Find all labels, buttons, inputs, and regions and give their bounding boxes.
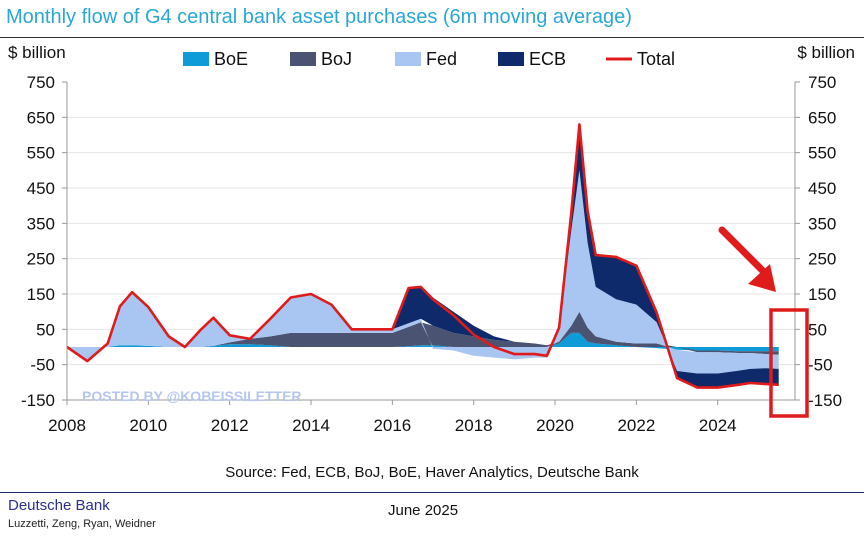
y-tick-label-left: 550	[27, 144, 55, 163]
y-tick-label-right: 50	[808, 320, 827, 339]
chart-axes: 750 750 650 650 550 550 450 450 350 350 250 250 150 1…	[21, 73, 842, 435]
authors-label: Luzzetti, Zeng, Ryan, Weidner	[8, 518, 156, 530]
brand-label: Deutsche Bank	[8, 497, 110, 514]
chart-legend: BoE BoJ Fed ECB Total	[183, 49, 675, 69]
title-divider	[0, 37, 864, 38]
y-tick-label-right: 750	[808, 73, 836, 92]
legend-label-boe: BoE	[214, 49, 248, 69]
chart-title: Monthly flow of G4 central bank asset pu…	[6, 6, 632, 28]
y-tick-label-right: -50	[808, 356, 833, 375]
chart-areas	[67, 124, 779, 388]
y-axis-title-left: $ billion	[8, 43, 66, 62]
highlight-annotation	[718, 226, 809, 418]
x-tick-label: 2010	[129, 416, 167, 435]
chart: BoE BoJ Fed ECB Total $ billion $ billion 75…	[8, 43, 855, 435]
x-tick-label: 2014	[292, 416, 330, 435]
highlight-box	[769, 308, 809, 418]
legend-swatch-ecb	[498, 52, 524, 66]
y-axis-title-right: $ billion	[797, 43, 855, 62]
area-fed	[67, 170, 779, 374]
area-boj	[67, 311, 779, 355]
y-tick-label-right: -150	[808, 391, 842, 410]
arrow-head	[748, 264, 776, 292]
legend-swatch-boe	[183, 52, 209, 66]
line-total	[66, 123, 779, 389]
y-tick-label-left: 350	[27, 214, 55, 233]
chart-lines	[66, 123, 779, 389]
arrow-shaft	[718, 226, 766, 274]
legend-label-fed: Fed	[426, 49, 457, 69]
legend-label-total: Total	[637, 49, 675, 69]
x-tick-label: 2018	[455, 416, 493, 435]
y-tick-label-left: -50	[30, 356, 55, 375]
legend-swatch-fed	[395, 52, 421, 66]
publication-date: June 2025	[388, 502, 459, 519]
y-tick-label-right: 450	[808, 179, 836, 198]
legend-swatch-boj	[290, 52, 316, 66]
y-tick-label-right: 350	[808, 214, 836, 233]
source-note: Source: Fed, ECB, BoJ, BoE, Haver Analyt…	[225, 464, 639, 481]
y-tick-label-right: 650	[808, 108, 836, 127]
y-tick-label-left: 250	[27, 250, 55, 269]
x-tick-label: 2022	[617, 416, 655, 435]
legend-label-boj: BoJ	[321, 49, 352, 69]
y-tick-label-left: 450	[27, 179, 55, 198]
x-tick-label: 2012	[211, 416, 249, 435]
y-tick-label-left: 50	[36, 320, 55, 339]
y-tick-label-left: -150	[21, 391, 55, 410]
y-tick-label-left: 150	[27, 285, 55, 304]
x-tick-label: 2016	[373, 416, 411, 435]
x-tick-label: 2024	[699, 416, 737, 435]
x-tick-label: 2020	[536, 416, 574, 435]
y-tick-label-left: 650	[27, 108, 55, 127]
area-boe	[67, 332, 779, 352]
y-tick-label-right: 250	[808, 250, 836, 269]
x-tick-label: 2008	[48, 416, 86, 435]
legend-label-ecb: ECB	[529, 49, 566, 69]
y-tick-label-right: 150	[808, 285, 836, 304]
footer-divider	[0, 492, 864, 493]
y-tick-label-left: 750	[27, 73, 55, 92]
y-tick-label-right: 550	[808, 144, 836, 163]
watermark-text: POSTED BY @KOBEISSILETTER	[82, 388, 302, 404]
